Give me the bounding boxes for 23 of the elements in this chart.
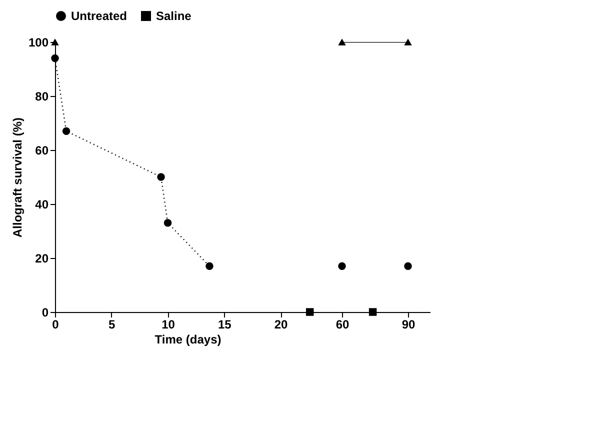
point <box>206 262 214 270</box>
legend-label: Saline <box>156 9 192 23</box>
legend-label: Untreated <box>71 9 128 23</box>
point <box>306 308 314 316</box>
y-tick-label: 60 <box>35 144 49 158</box>
y-tick-label: 100 <box>28 36 49 50</box>
point <box>164 219 172 227</box>
y-tick-label: 80 <box>35 90 49 104</box>
point <box>62 127 70 135</box>
y-axis-title: Allograft survival (%) <box>10 117 24 238</box>
x-tick-label: 5 <box>108 318 116 332</box>
x-tick-label: 15 <box>218 318 232 332</box>
x-tick-label: 0 <box>52 318 60 332</box>
y-tick-label: 40 <box>35 198 49 212</box>
x-axis-title: Time (days) <box>154 332 222 346</box>
x-tick-label: 20 <box>274 318 288 332</box>
y-tick-label: 20 <box>35 252 49 266</box>
x-tick-label: 60 <box>336 318 350 332</box>
point <box>51 54 59 62</box>
x-tick-label: 90 <box>402 318 416 332</box>
y-tick-label: 0 <box>42 306 49 320</box>
x-tick-label: 10 <box>162 318 176 332</box>
point <box>157 173 165 181</box>
